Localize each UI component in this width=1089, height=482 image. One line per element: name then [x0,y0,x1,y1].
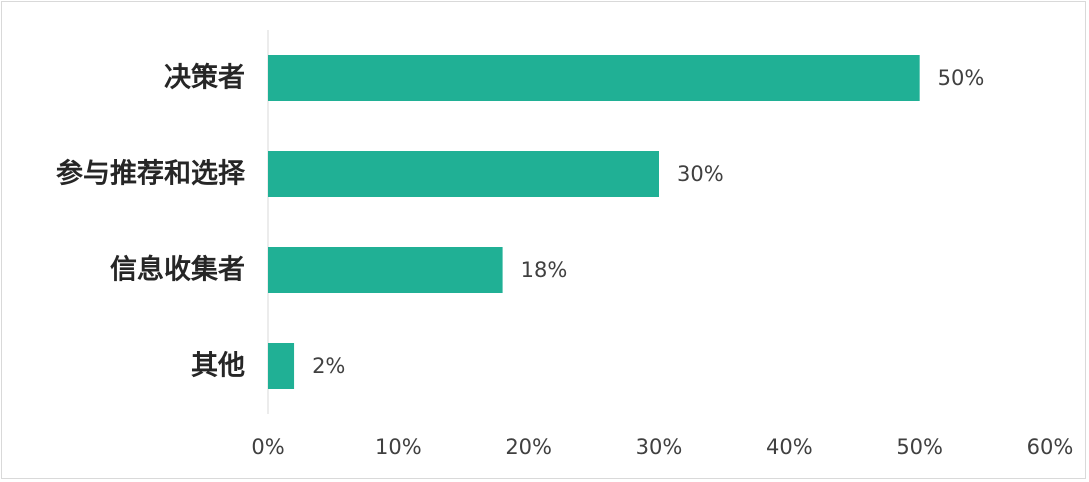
category-label: 决策者 [164,62,245,94]
x-tick-label: 0% [251,435,284,459]
x-tick-label: 30% [636,435,683,459]
data-label: 18% [521,258,568,282]
data-label: 2% [312,354,345,378]
x-tick-label: 20% [505,435,552,459]
bar [268,247,503,293]
category-label: 信息收集者 [110,254,245,286]
bar [268,55,920,101]
bars-group [268,55,920,389]
x-tick-label: 50% [896,435,943,459]
category-label: 其他 [191,351,245,382]
category-label: 参与推荐和选择 [56,158,246,190]
x-tick-label: 60% [1027,435,1074,459]
data-label: 50% [938,66,985,90]
value-labels-group: 50% 30% 18% 2% [312,66,984,378]
data-label: 30% [677,162,724,186]
bar [268,151,659,197]
x-tick-label: 40% [766,435,813,459]
x-tick-labels-group: 0% 10% 20% 30% 40% 50% 60% [251,435,1073,459]
bar [268,343,295,389]
x-tick-label: 10% [375,435,422,459]
